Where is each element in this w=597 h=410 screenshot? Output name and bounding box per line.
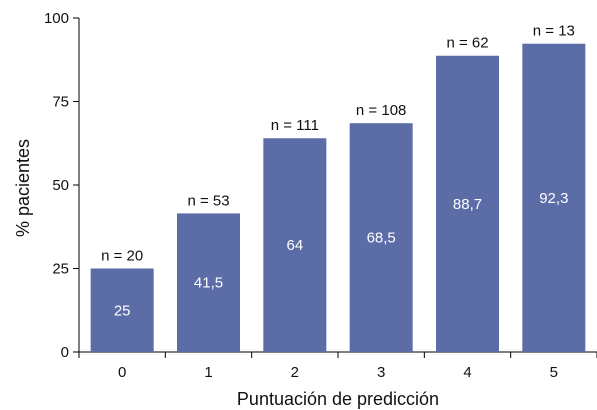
x-tick-label: 5 <box>550 364 558 381</box>
bar <box>436 55 499 352</box>
bar-value-label: 64 <box>286 237 303 254</box>
bar-n-label: n = 20 <box>101 248 143 265</box>
bar <box>177 213 240 352</box>
bar <box>522 43 586 353</box>
x-tick-label: 3 <box>377 364 385 381</box>
x-axis-title: Puntuación de predicción <box>237 389 439 409</box>
x-tick-label: 0 <box>118 364 126 381</box>
bar-n-label: n = 62 <box>446 35 488 52</box>
bar <box>90 268 154 352</box>
x-tick-label: 4 <box>463 364 471 381</box>
y-tick-label: 50 <box>52 177 69 194</box>
y-tick-label: 75 <box>52 94 69 111</box>
bar <box>349 123 413 353</box>
bar-value-label: 41,5 <box>194 275 223 292</box>
bar <box>263 138 327 352</box>
bar-n-label: n = 108 <box>356 102 406 119</box>
x-tick-label: 2 <box>291 364 299 381</box>
bar-n-label: n = 53 <box>187 192 229 209</box>
bar-n-label: n = 111 <box>271 117 319 134</box>
bar-n-label: n = 13 <box>533 23 575 40</box>
x-tick-label: 1 <box>204 364 212 381</box>
bar-value-label: 92,3 <box>539 190 568 207</box>
y-tick-label: 25 <box>52 261 69 278</box>
bar-value-label: 68,5 <box>367 230 396 247</box>
bar-value-label: 25 <box>114 302 131 319</box>
y-tick-label: 100 <box>44 10 69 27</box>
y-tick-label: 0 <box>61 344 69 361</box>
y-axis-title: % pacientes <box>13 139 33 237</box>
bar-value-label: 88,7 <box>453 196 482 213</box>
